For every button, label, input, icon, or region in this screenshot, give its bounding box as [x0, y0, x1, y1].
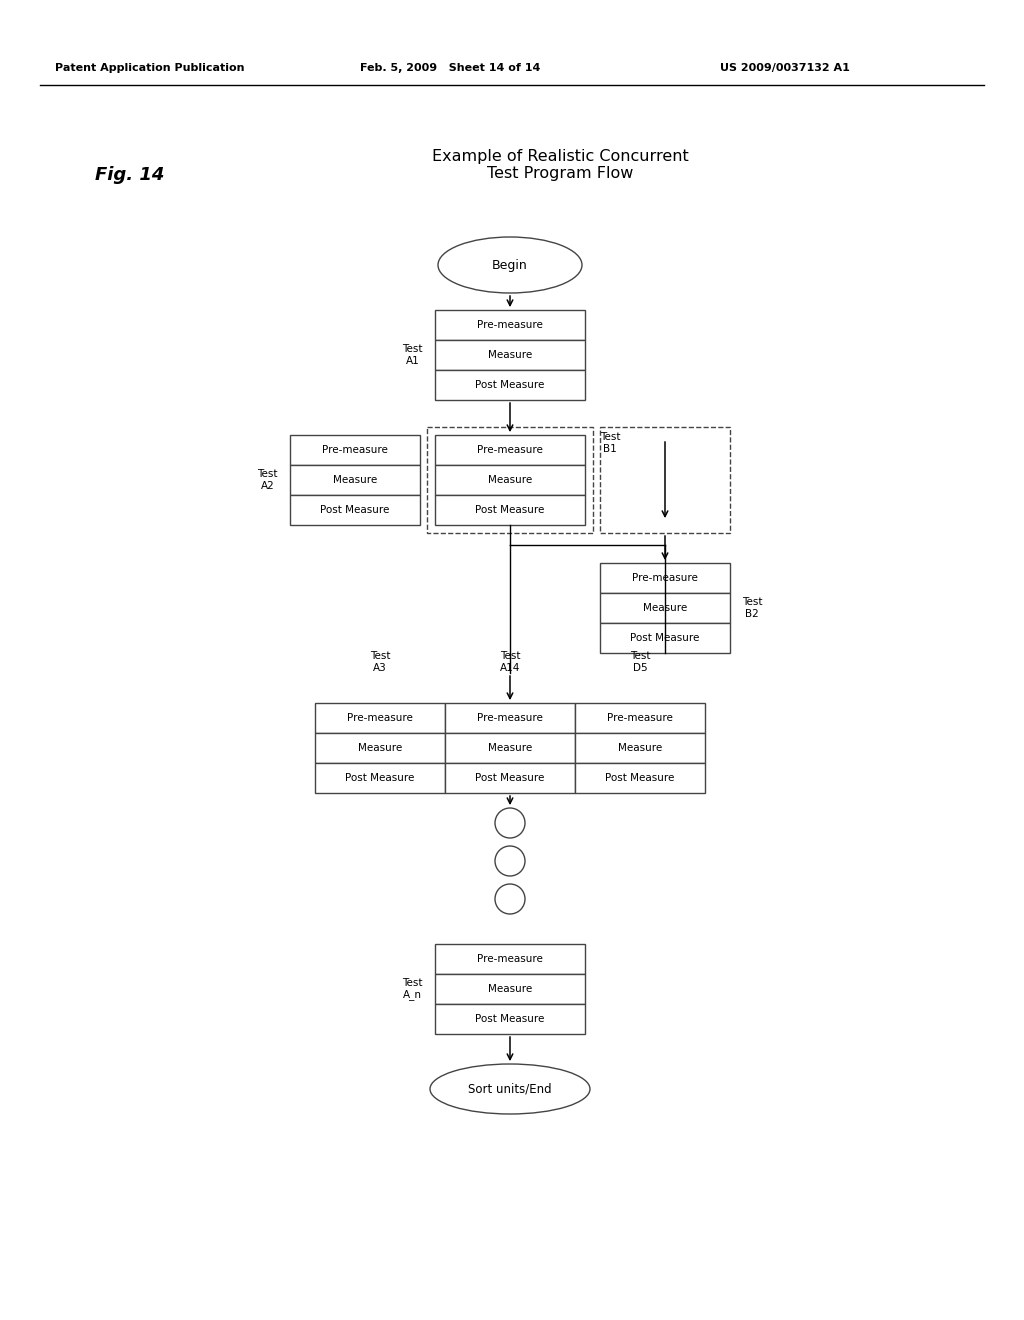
- Bar: [435, 341, 585, 370]
- Text: Measure: Measure: [487, 983, 532, 994]
- Text: Pre-measure: Pre-measure: [477, 954, 543, 964]
- Text: Pre-measure: Pre-measure: [323, 445, 388, 455]
- Text: Pre-measure: Pre-measure: [477, 713, 543, 723]
- Bar: [575, 763, 705, 793]
- Text: Test
A2: Test A2: [257, 469, 278, 491]
- Bar: [290, 436, 420, 465]
- Text: Test
B2: Test B2: [742, 597, 763, 619]
- Bar: [435, 465, 585, 495]
- Text: Measure: Measure: [617, 743, 663, 752]
- Text: Post Measure: Post Measure: [475, 1014, 545, 1024]
- Bar: [600, 623, 730, 653]
- Bar: [315, 733, 445, 763]
- Text: Measure: Measure: [487, 475, 532, 484]
- Text: Feb. 5, 2009   Sheet 14 of 14: Feb. 5, 2009 Sheet 14 of 14: [360, 63, 541, 73]
- Text: Pre-measure: Pre-measure: [477, 445, 543, 455]
- Text: Post Measure: Post Measure: [631, 634, 699, 643]
- Text: Post Measure: Post Measure: [475, 774, 545, 783]
- Bar: [575, 733, 705, 763]
- Text: Measure: Measure: [643, 603, 687, 612]
- Bar: [435, 974, 585, 1005]
- Bar: [315, 763, 445, 793]
- Bar: [435, 370, 585, 400]
- Text: Example of Realistic Concurrent
Test Program Flow: Example of Realistic Concurrent Test Pro…: [432, 149, 688, 181]
- Text: Test
A_n: Test A_n: [402, 978, 423, 1001]
- Text: Test
A3: Test A3: [370, 651, 390, 673]
- Text: Post Measure: Post Measure: [475, 506, 545, 515]
- Bar: [600, 426, 730, 533]
- Bar: [290, 495, 420, 525]
- Text: Test
D5: Test D5: [630, 651, 650, 673]
- Bar: [427, 426, 593, 533]
- Text: Patent Application Publication: Patent Application Publication: [55, 63, 245, 73]
- Text: Pre-measure: Pre-measure: [477, 319, 543, 330]
- Bar: [435, 310, 585, 341]
- Bar: [600, 564, 730, 593]
- Text: Post Measure: Post Measure: [605, 774, 675, 783]
- Text: Post Measure: Post Measure: [475, 380, 545, 389]
- Text: Measure: Measure: [487, 350, 532, 360]
- Text: Post Measure: Post Measure: [345, 774, 415, 783]
- Text: Test
A1: Test A1: [402, 345, 423, 366]
- Bar: [435, 495, 585, 525]
- Bar: [445, 733, 575, 763]
- Text: Sort units/End: Sort units/End: [468, 1082, 552, 1096]
- Bar: [600, 593, 730, 623]
- Text: Pre-measure: Pre-measure: [347, 713, 413, 723]
- Text: Measure: Measure: [333, 475, 377, 484]
- Text: Pre-measure: Pre-measure: [607, 713, 673, 723]
- Text: Post Measure: Post Measure: [321, 506, 390, 515]
- Bar: [435, 436, 585, 465]
- Text: Fig. 14: Fig. 14: [95, 166, 165, 183]
- Text: Measure: Measure: [357, 743, 402, 752]
- Text: Begin: Begin: [493, 259, 528, 272]
- Text: Measure: Measure: [487, 743, 532, 752]
- Ellipse shape: [430, 1064, 590, 1114]
- Text: Test
A14: Test A14: [500, 651, 520, 673]
- Bar: [290, 465, 420, 495]
- Bar: [445, 763, 575, 793]
- Ellipse shape: [438, 238, 582, 293]
- Bar: [435, 1005, 585, 1034]
- Bar: [315, 704, 445, 733]
- Bar: [575, 704, 705, 733]
- Text: Pre-measure: Pre-measure: [632, 573, 698, 583]
- Text: Test
B1: Test B1: [600, 432, 621, 454]
- Bar: [435, 944, 585, 974]
- Bar: [445, 704, 575, 733]
- Text: US 2009/0037132 A1: US 2009/0037132 A1: [720, 63, 850, 73]
